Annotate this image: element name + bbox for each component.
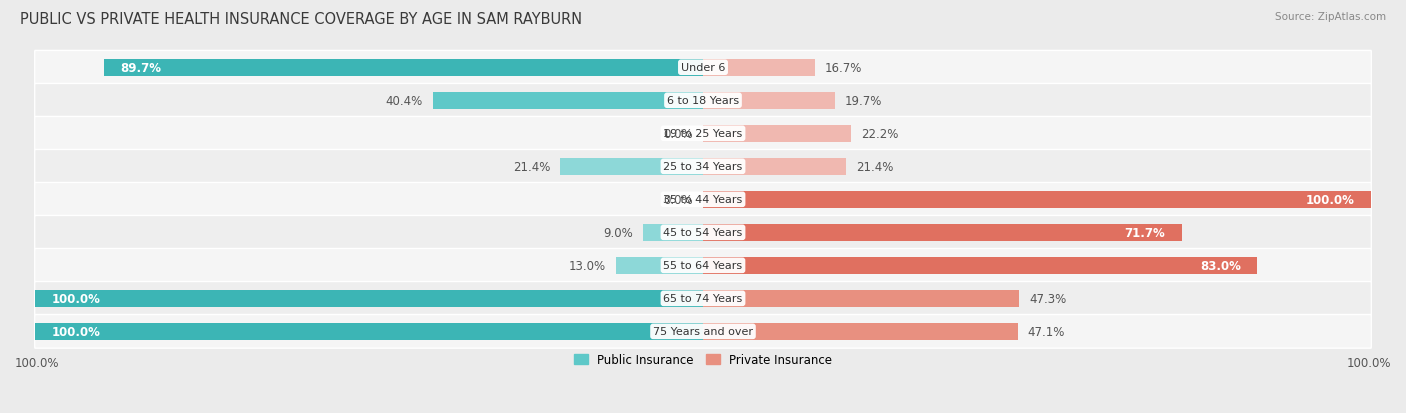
FancyBboxPatch shape	[35, 150, 1371, 184]
Text: 9.0%: 9.0%	[603, 226, 633, 239]
Text: 47.3%: 47.3%	[1029, 292, 1066, 305]
Bar	[104, 59, 703, 77]
Text: 13.0%: 13.0%	[569, 259, 606, 272]
Text: 6 to 18 Years: 6 to 18 Years	[666, 96, 740, 106]
Text: 0.0%: 0.0%	[664, 128, 693, 140]
Text: 0.0%: 0.0%	[664, 193, 693, 206]
Text: Source: ZipAtlas.com: Source: ZipAtlas.com	[1275, 12, 1386, 22]
Text: 19 to 25 Years: 19 to 25 Years	[664, 129, 742, 139]
Text: 100.0%: 100.0%	[1305, 193, 1354, 206]
Bar	[703, 92, 835, 110]
Legend: Public Insurance, Private Insurance: Public Insurance, Private Insurance	[574, 354, 832, 366]
Text: 40.4%: 40.4%	[385, 95, 423, 107]
FancyBboxPatch shape	[35, 84, 1371, 118]
Bar	[433, 92, 703, 110]
Bar	[703, 191, 1371, 209]
Text: 47.1%: 47.1%	[1028, 325, 1064, 338]
FancyBboxPatch shape	[35, 249, 1371, 282]
Text: 21.4%: 21.4%	[513, 160, 550, 173]
Text: 65 to 74 Years: 65 to 74 Years	[664, 294, 742, 304]
Text: 19.7%: 19.7%	[845, 95, 882, 107]
Text: 21.4%: 21.4%	[856, 160, 893, 173]
Text: 45 to 54 Years: 45 to 54 Years	[664, 228, 742, 238]
Text: 100.0%: 100.0%	[52, 325, 101, 338]
Text: 25 to 34 Years: 25 to 34 Years	[664, 162, 742, 172]
FancyBboxPatch shape	[35, 282, 1371, 316]
Text: 83.0%: 83.0%	[1199, 259, 1240, 272]
Text: 71.7%: 71.7%	[1125, 226, 1166, 239]
Bar	[703, 257, 1257, 274]
Bar	[560, 158, 703, 176]
Text: 75 Years and over: 75 Years and over	[652, 327, 754, 337]
Bar	[703, 59, 814, 77]
Text: 100.0%: 100.0%	[1347, 356, 1391, 369]
Text: 16.7%: 16.7%	[824, 62, 862, 75]
Text: 100.0%: 100.0%	[52, 292, 101, 305]
FancyBboxPatch shape	[35, 315, 1371, 348]
FancyBboxPatch shape	[35, 183, 1371, 216]
Bar	[643, 224, 703, 242]
Text: Under 6: Under 6	[681, 63, 725, 73]
Bar	[616, 257, 703, 274]
Bar	[703, 158, 846, 176]
Bar	[35, 323, 703, 340]
FancyBboxPatch shape	[35, 117, 1371, 151]
Text: 35 to 44 Years: 35 to 44 Years	[664, 195, 742, 205]
Text: 55 to 64 Years: 55 to 64 Years	[664, 261, 742, 271]
Text: 89.7%: 89.7%	[121, 62, 162, 75]
FancyBboxPatch shape	[35, 216, 1371, 249]
Text: 100.0%: 100.0%	[15, 356, 59, 369]
Bar	[703, 125, 851, 142]
Bar	[35, 290, 703, 307]
Text: 22.2%: 22.2%	[862, 128, 898, 140]
Bar	[703, 224, 1182, 242]
FancyBboxPatch shape	[35, 51, 1371, 85]
Bar	[703, 290, 1019, 307]
Bar	[703, 323, 1018, 340]
Text: PUBLIC VS PRIVATE HEALTH INSURANCE COVERAGE BY AGE IN SAM RAYBURN: PUBLIC VS PRIVATE HEALTH INSURANCE COVER…	[20, 12, 582, 27]
